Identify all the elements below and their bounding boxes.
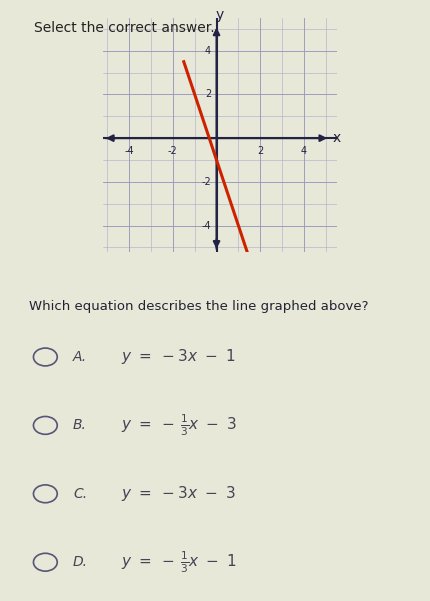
Text: -4: -4 [201, 221, 211, 231]
Text: Which equation describes the line graphed above?: Which equation describes the line graphe… [29, 300, 368, 314]
Text: A.: A. [73, 350, 87, 364]
Text: 4: 4 [205, 46, 211, 56]
Text: 4: 4 [300, 146, 306, 156]
Text: D.: D. [73, 555, 88, 569]
Text: -4: -4 [124, 146, 134, 156]
Text: B.: B. [73, 418, 87, 432]
Text: x: x [332, 131, 340, 145]
Text: -2: -2 [168, 146, 177, 156]
Text: Select the correct answer.: Select the correct answer. [34, 21, 215, 35]
Text: $y\ =\ -\,\frac{1}{3}x\ -\ 3$: $y\ =\ -\,\frac{1}{3}x\ -\ 3$ [120, 413, 236, 438]
Text: $y\ =\ -3x\ -\ 3$: $y\ =\ -3x\ -\ 3$ [120, 484, 235, 503]
Text: y: y [215, 8, 224, 22]
Text: 2: 2 [204, 90, 211, 100]
Text: C.: C. [73, 487, 87, 501]
Text: $y\ =\ -\,\frac{1}{3}x\ -\ 1$: $y\ =\ -\,\frac{1}{3}x\ -\ 1$ [120, 549, 236, 575]
Text: -2: -2 [201, 177, 211, 187]
Text: 2: 2 [256, 146, 263, 156]
Text: $y\ =\ -3x\ -\ 1$: $y\ =\ -3x\ -\ 1$ [120, 347, 234, 367]
